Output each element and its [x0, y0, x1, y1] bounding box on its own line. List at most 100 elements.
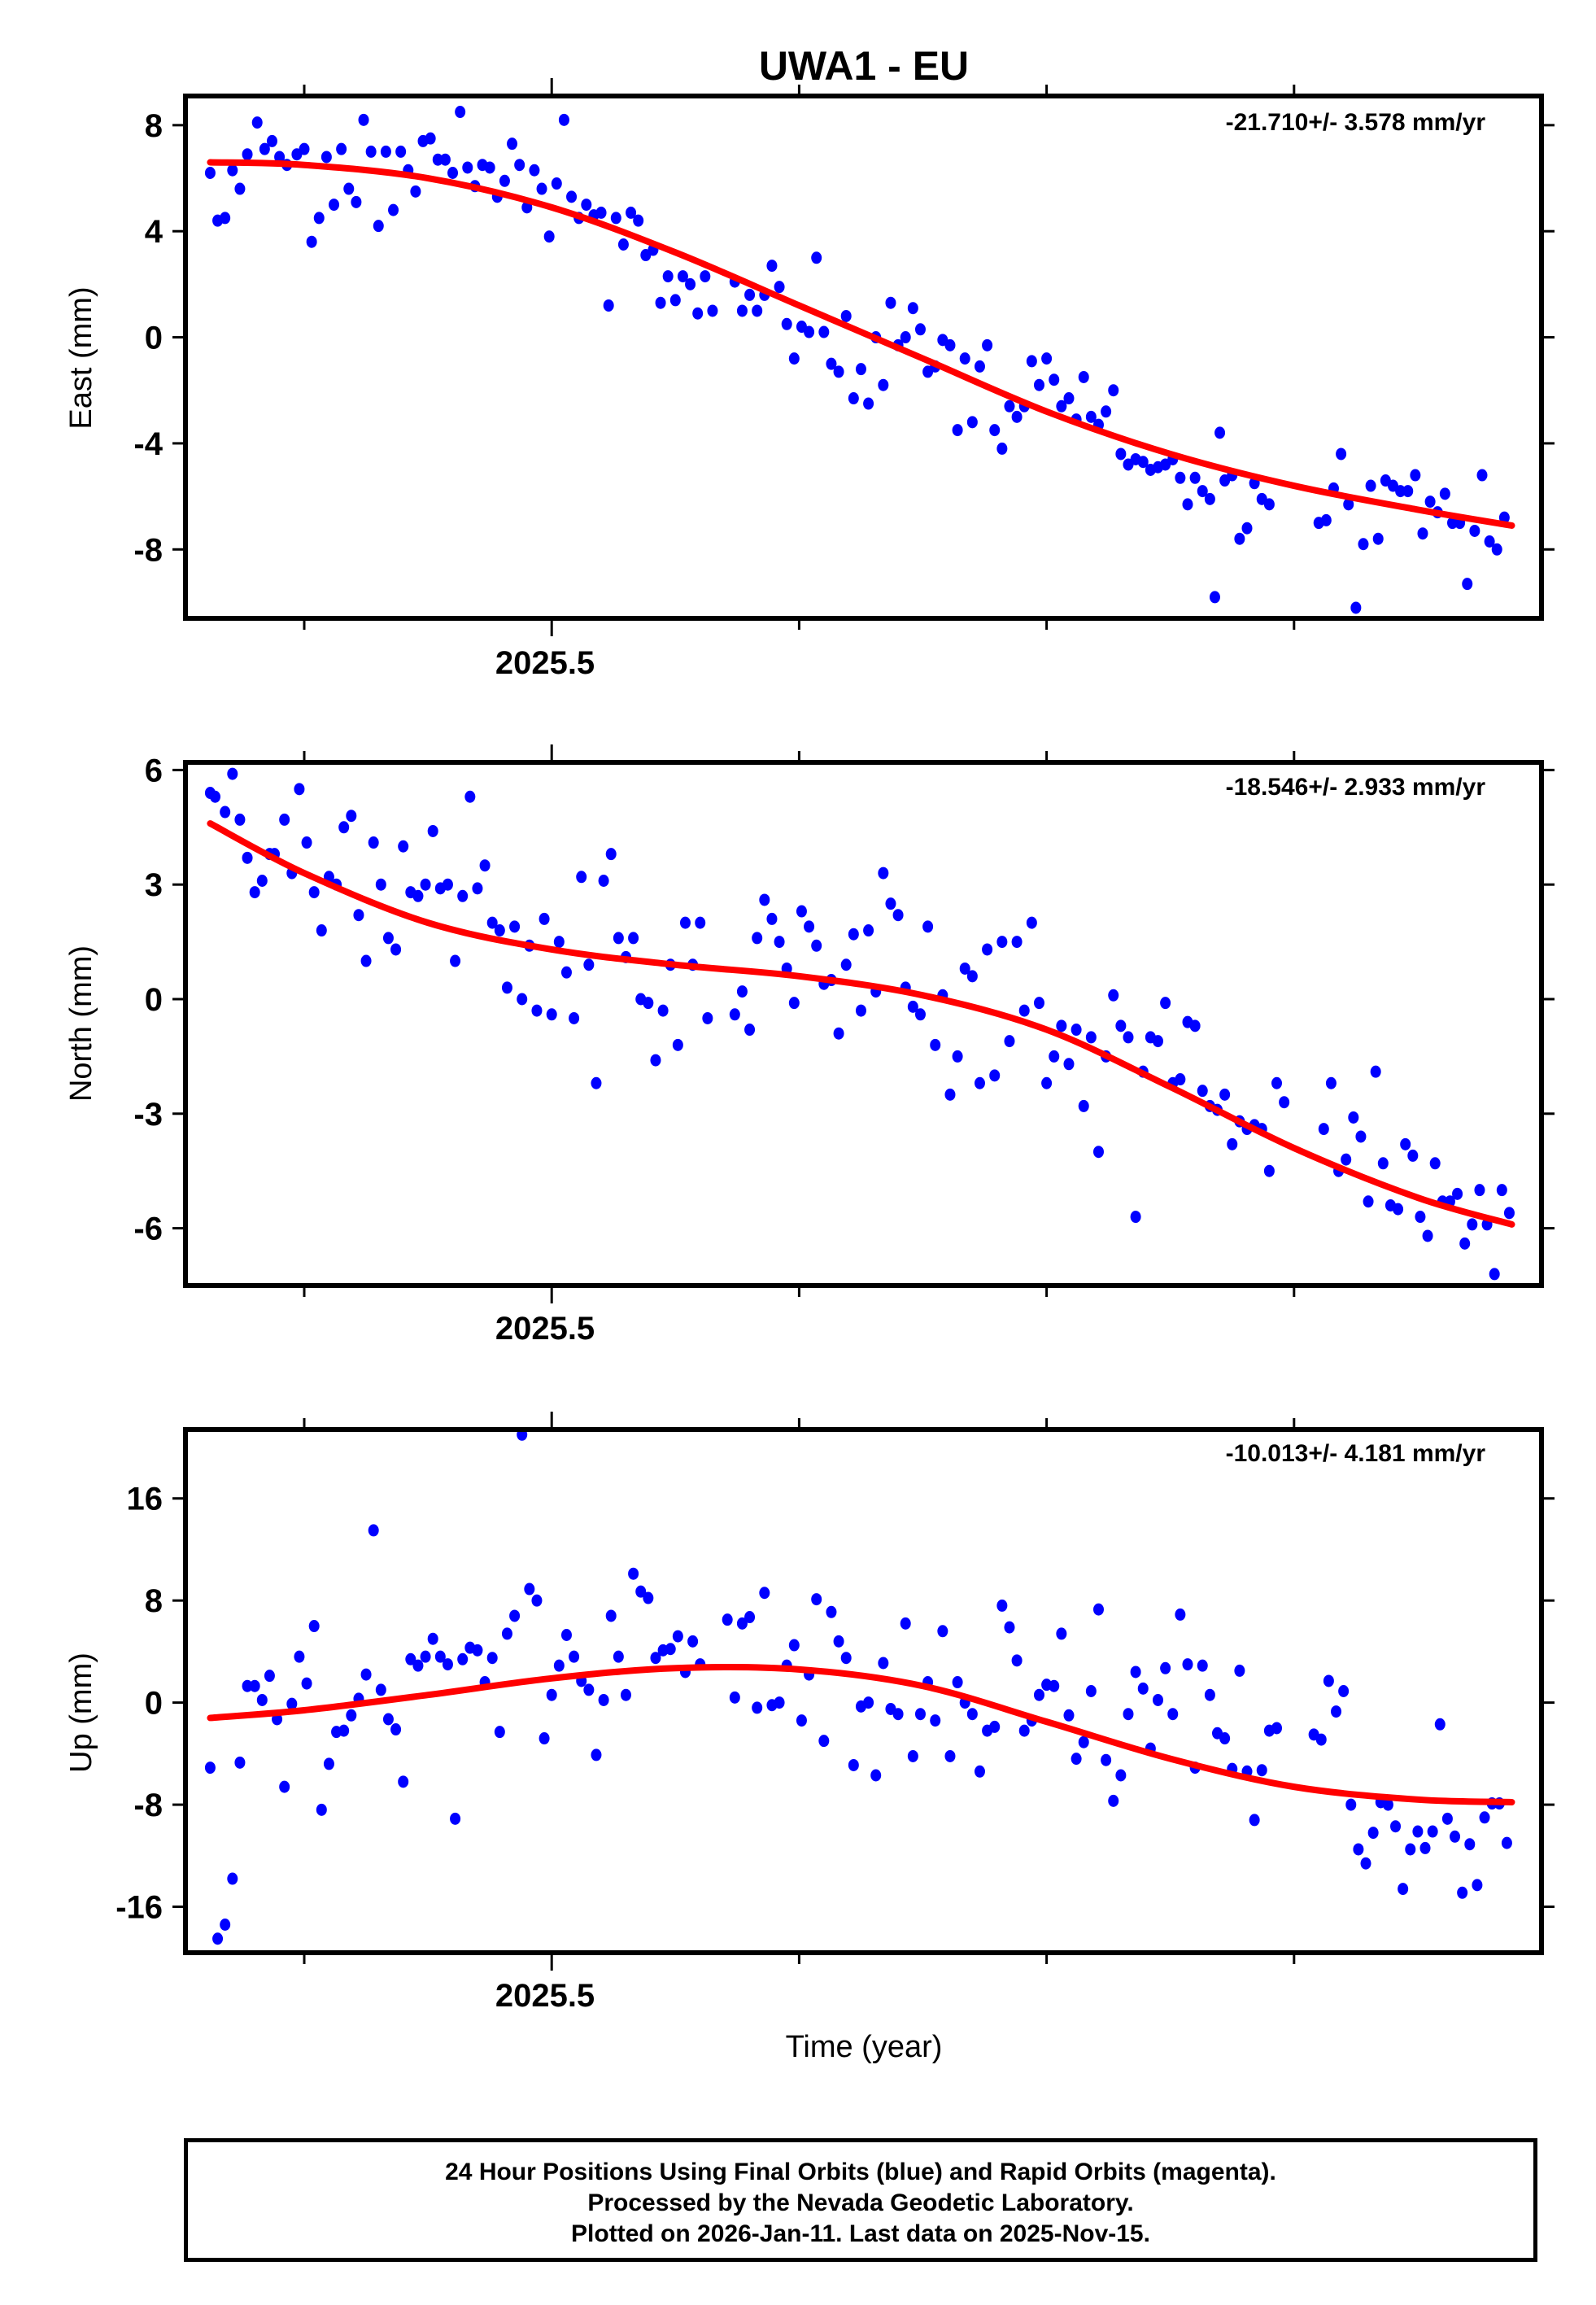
panel-up: -10.013+/- 4.181 mm/yr Up (mm) 16 8 0 -8 -16 — [64, 1412, 1555, 1971]
east-data-point — [1108, 384, 1119, 397]
east-data-point — [1446, 517, 1458, 530]
up-data-point — [966, 1708, 978, 1721]
up-data-point — [1271, 1722, 1283, 1735]
up-data-point — [301, 1677, 312, 1690]
east-data-point — [1402, 485, 1414, 498]
up-data-point — [382, 1713, 394, 1726]
up-data-point — [944, 1749, 956, 1762]
up-y-tick-label: -8 — [133, 1788, 163, 1823]
panel-north: -18.546+/- 2.933 mm/yr North (mm) 6 3 0 -3 -… — [64, 744, 1555, 1303]
north-data-point — [892, 909, 904, 922]
north-data-point — [353, 909, 364, 922]
north-data-point — [1078, 1099, 1089, 1112]
north-data-point — [472, 882, 483, 895]
up-data-point — [569, 1650, 580, 1663]
north-data-point — [922, 920, 934, 933]
up-data-point — [539, 1732, 550, 1745]
east-data-point — [966, 416, 978, 429]
north-data-point — [210, 790, 221, 803]
east-data-point — [234, 182, 246, 195]
up-data-point — [346, 1709, 357, 1722]
up-data-point — [294, 1650, 305, 1663]
east-data-point — [700, 270, 711, 283]
east-data-point — [811, 251, 822, 264]
east-data-point — [251, 116, 263, 129]
north-data-point — [1092, 1146, 1104, 1159]
east-data-point — [989, 424, 1001, 437]
east-data-point — [536, 182, 547, 195]
up-data-point — [1078, 1735, 1089, 1748]
up-data-point — [398, 1775, 409, 1788]
up-data-point — [472, 1644, 483, 1657]
up-data-point — [1472, 1879, 1483, 1892]
east-data-point — [833, 365, 844, 378]
up-data-point — [457, 1652, 469, 1665]
east-data-point — [900, 331, 911, 344]
north-rate-label: -18.546+/- 2.933 mm/yr — [1226, 774, 1486, 801]
north-data-point — [442, 878, 453, 891]
north-data-point — [1429, 1157, 1441, 1170]
east-data-point — [677, 270, 688, 283]
east-data-point — [1209, 591, 1220, 604]
up-data-point — [729, 1691, 740, 1704]
up-data-point — [405, 1652, 416, 1665]
up-data-point — [811, 1593, 822, 1606]
up-data-point — [442, 1658, 453, 1671]
north-data-point — [1115, 1019, 1127, 1032]
north-data-point — [944, 1088, 956, 1101]
east-data-point — [351, 195, 362, 208]
east-data-point — [707, 304, 718, 317]
east-data-point — [1137, 456, 1149, 469]
east-data-point — [855, 363, 866, 376]
up-data-point — [665, 1643, 676, 1656]
north-data-point — [989, 1069, 1001, 1082]
up-y-tick-label: 16 — [127, 1482, 164, 1517]
north-data-point — [833, 1027, 844, 1040]
east-data-point — [1439, 487, 1450, 500]
up-data-point — [598, 1693, 609, 1706]
east-plot-area — [204, 106, 1515, 614]
east-data-point — [551, 177, 562, 190]
north-data-point — [1263, 1164, 1275, 1177]
up-data-point — [360, 1668, 372, 1681]
up-data-point — [1204, 1688, 1215, 1701]
up-data-point — [1092, 1603, 1104, 1616]
up-data-point — [560, 1628, 572, 1641]
east-data-point — [1484, 535, 1495, 548]
north-data-point — [569, 1011, 580, 1024]
north-y-tick-label: 3 — [145, 867, 163, 903]
north-data-point — [1370, 1065, 1381, 1078]
east-data-point — [507, 138, 518, 151]
north-data-point — [1123, 1031, 1134, 1044]
north-data-point — [509, 920, 521, 933]
east-data-point — [1491, 543, 1502, 556]
north-data-point — [1219, 1088, 1231, 1101]
north-data-point — [930, 1038, 941, 1051]
east-data-point — [395, 145, 407, 158]
north-data-point — [650, 1054, 661, 1067]
north-data-point — [531, 1004, 543, 1017]
east-data-point — [373, 220, 384, 233]
east-data-point — [1063, 392, 1075, 405]
east-data-point — [1004, 399, 1015, 413]
up-data-point — [1464, 1838, 1476, 1851]
east-data-point — [692, 307, 704, 320]
east-data-point — [1343, 498, 1354, 511]
up-data-point — [1152, 1693, 1163, 1706]
east-data-point — [259, 142, 270, 155]
north-data-point — [450, 954, 461, 967]
north-data-point — [982, 943, 993, 956]
north-data-point — [1189, 1019, 1201, 1032]
east-data-point — [365, 145, 377, 158]
north-data-point — [1341, 1153, 1352, 1166]
east-data-point — [329, 199, 340, 212]
up-data-point — [974, 1765, 985, 1778]
east-data-point — [1336, 447, 1347, 461]
up-data-point — [256, 1693, 268, 1706]
up-data-point — [524, 1583, 535, 1596]
north-data-point — [796, 905, 807, 918]
north-data-point — [517, 993, 528, 1006]
north-y-tick-label: 6 — [145, 753, 163, 788]
east-data-point — [343, 182, 355, 195]
north-data-point — [605, 848, 617, 861]
